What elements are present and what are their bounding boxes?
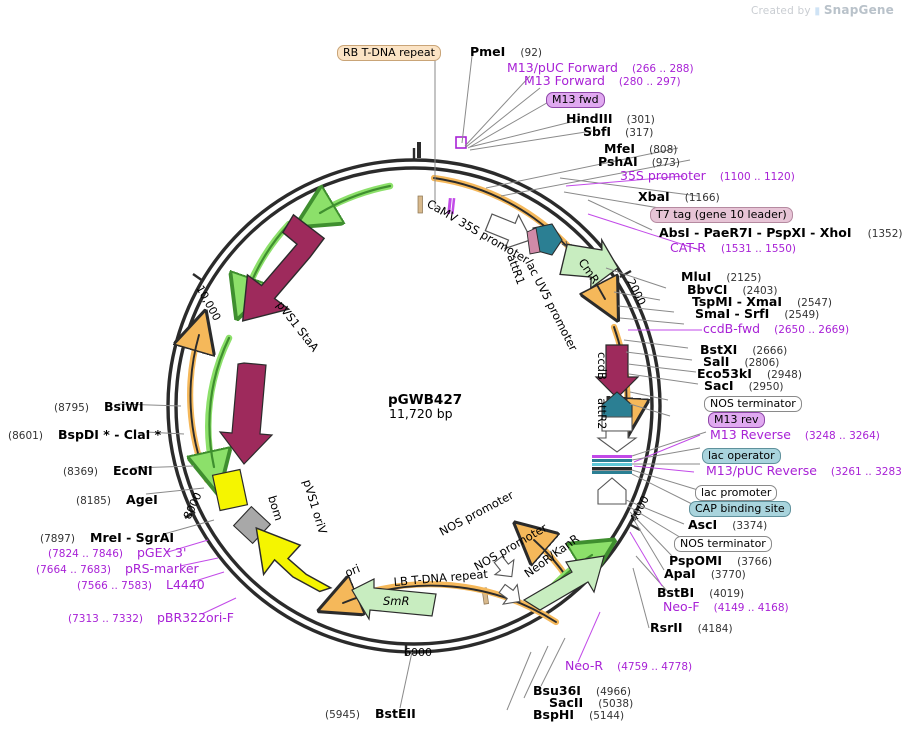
svg-text:bom: bom xyxy=(265,494,286,523)
label-nos-terminator-2[interactable]: NOS terminator xyxy=(674,534,772,552)
label-pshai[interactable]: PshAI (973) xyxy=(598,154,680,169)
svg-text:ori: ori xyxy=(343,561,362,580)
label-pbr322ori-f[interactable]: (7313 .. 7332) pBR322ori-F xyxy=(68,610,234,625)
label-mlui[interactable]: MluI (2125) xyxy=(681,269,762,284)
watermark-prefix: Created by xyxy=(750,5,811,17)
feature-neor-kanr[interactable] xyxy=(522,555,605,611)
label-m13-puc-forward[interactable]: M13/pUC Forward (266 .. 288) xyxy=(507,60,694,75)
label-sbfi[interactable]: SbfI (317) xyxy=(583,124,654,139)
label-m13-forward[interactable]: M13 Forward (280 .. 297) xyxy=(524,73,681,88)
label-eco53ki[interactable]: Eco53kI (2948) xyxy=(697,366,802,381)
label-rb-tdna-repeat[interactable]: RB T-DNA repeat xyxy=(337,43,441,61)
label-bbvci[interactable]: BbvCI (2403) xyxy=(687,282,778,297)
svg-text:ccdB: ccdB xyxy=(595,352,609,380)
label-absi-paer7i-pspxi-xhoi[interactable]: AbsI - PaeR7I - PspXI - XhoI (1352) xyxy=(659,225,902,240)
label-cap-binding-site[interactable]: CAP binding site xyxy=(689,499,791,517)
svg-text:attR2: attR2 xyxy=(595,398,609,429)
snapgene-watermark: Created by ▮ SnapGene xyxy=(750,3,894,17)
feature-lac-promoter-arrow[interactable] xyxy=(597,477,627,505)
plasmid-size: 11,720 bp xyxy=(389,406,453,421)
feature-ccdb[interactable] xyxy=(594,344,640,399)
label-bstxi[interactable]: BstXI (2666) xyxy=(700,342,788,357)
leader-lines-purple-lower xyxy=(577,531,663,663)
feature-camv35s-promoter[interactable] xyxy=(482,206,538,257)
label-nos-terminator-1[interactable]: NOS terminator xyxy=(704,394,802,412)
label-saci[interactable]: SacI (2950) xyxy=(704,378,784,393)
label-sali[interactable]: SalI (2806) xyxy=(703,354,780,369)
plasmid-name: pGWB427 xyxy=(388,392,463,408)
label-econi[interactable]: (8369) EcoNI xyxy=(63,463,153,478)
leader-lines-bottom xyxy=(399,637,566,711)
leader-lines-mcs-fan xyxy=(625,431,707,571)
label-neo-f[interactable]: Neo-F (4149 .. 4168) xyxy=(663,599,789,614)
label-agei[interactable]: (8185) AgeI xyxy=(76,492,158,507)
feature-cmr[interactable] xyxy=(554,227,626,296)
leader-lines-top xyxy=(434,55,691,207)
feature-nos-promoter-1[interactable] xyxy=(489,552,521,584)
label-bsphi[interactable]: BspHI (5144) xyxy=(533,707,625,722)
label-rsrii[interactable]: RsrII (4184) xyxy=(650,620,733,635)
label-neo-r[interactable]: Neo-R (4759 .. 4778) xyxy=(565,658,693,673)
label-asci[interactable]: AscI (3374) xyxy=(688,517,768,532)
svg-text:SmR: SmR xyxy=(383,594,410,608)
label-35s-promoter[interactable]: 35S promoter (1100 .. 1120) xyxy=(620,168,795,183)
label-smai-srfi[interactable]: SmaI - SrfI (2549) xyxy=(695,306,820,321)
leader-lines-right-lower xyxy=(632,555,669,629)
svg-text:pVS1 StaA: pVS1 StaA xyxy=(274,298,322,354)
label-t7-tag[interactable]: T7 tag (gene 10 leader) xyxy=(650,205,793,223)
feature-smr[interactable] xyxy=(351,578,437,621)
label-tspmi-xmai[interactable]: TspMI - XmaI (2547) xyxy=(692,294,832,309)
feature-ori[interactable] xyxy=(255,526,333,593)
label-lac-operator[interactable]: lac operator xyxy=(702,446,781,464)
svg-text:NOS promoter: NOS promoter xyxy=(437,488,516,539)
watermark-brand: SnapGene xyxy=(823,3,894,17)
label-ccdb-fwd[interactable]: ccdB-fwd (2650 .. 2669) xyxy=(703,321,850,336)
label-pspomi[interactable]: PspOMI (3766) xyxy=(669,553,773,568)
label-bsiwi[interactable]: (8795) BsiWI xyxy=(54,399,144,414)
svg-text:6000: 6000 xyxy=(404,646,432,659)
svg-text:pVS1 oriV: pVS1 oriV xyxy=(300,478,330,536)
label-bstbi[interactable]: BstBI (4019) xyxy=(657,585,745,600)
label-m13-puc-reverse[interactable]: M13/pUC Reverse (3261 .. 3283) xyxy=(706,463,902,478)
feature-pvs1-oriv[interactable] xyxy=(211,468,249,512)
label-pgex-3[interactable]: (7824 .. 7846) pGEX 3' xyxy=(48,545,187,560)
feature-pvs1-repa[interactable] xyxy=(218,362,274,465)
feature-ticks xyxy=(417,136,489,605)
label-m13-fwd[interactable]: M13 fwd xyxy=(546,90,605,108)
feature-attr1[interactable] xyxy=(526,223,563,256)
label-mrei-sgrai[interactable]: (7897) MreI - SgrAI xyxy=(40,530,175,545)
label-xbai[interactable]: XbaI (1166) xyxy=(638,189,720,204)
label-m13-reverse[interactable]: M13 Reverse (3248 .. 3264) xyxy=(710,427,880,442)
feature-mcs-stripes[interactable] xyxy=(592,455,632,474)
label-apai[interactable]: ApaI (3770) xyxy=(664,566,746,581)
label-pmei[interactable]: PmeI (92) xyxy=(470,44,542,59)
label-bstei[interactable]: (5945) BstEII xyxy=(325,706,416,721)
feature-nos-promoter-2[interactable] xyxy=(495,579,527,611)
label-l4440[interactable]: (7566 .. 7583) L4440 xyxy=(77,577,205,592)
label-cat-r[interactable]: CAT-R (1531 .. 1550) xyxy=(670,240,796,255)
label-sacii[interactable]: SacII (5038) xyxy=(549,695,634,710)
label-mfei[interactable]: MfeI (808) xyxy=(604,141,678,156)
feature-attr2[interactable] xyxy=(596,391,638,453)
label-lac-promoter[interactable]: lac promoter xyxy=(695,483,778,501)
leader-lines-purple-left xyxy=(167,539,237,615)
label-hindiii[interactable]: HindIII (301) xyxy=(566,111,655,126)
label-prs-marker[interactable]: (7664 .. 7683) pRS-marker xyxy=(36,561,199,576)
label-m13-rev[interactable]: M13 rev xyxy=(708,410,765,428)
leader-lines-left xyxy=(117,403,215,535)
feature-pvs1-staa[interactable] xyxy=(241,213,326,322)
label-bspdi-clai[interactable]: (8601) BspDI * - ClaI * xyxy=(8,427,162,442)
label-bsu36i[interactable]: Bsu36I (4966) xyxy=(533,683,631,698)
